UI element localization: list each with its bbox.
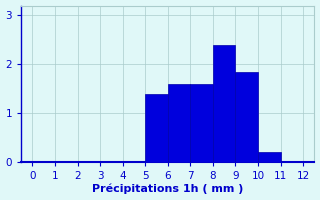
Bar [213,45,236,162]
Bar [236,72,258,162]
X-axis label: Précipitations 1h ( mm ): Précipitations 1h ( mm ) [92,184,244,194]
Bar [258,152,281,162]
Bar [145,94,168,162]
Bar [190,84,213,162]
Bar [168,84,190,162]
